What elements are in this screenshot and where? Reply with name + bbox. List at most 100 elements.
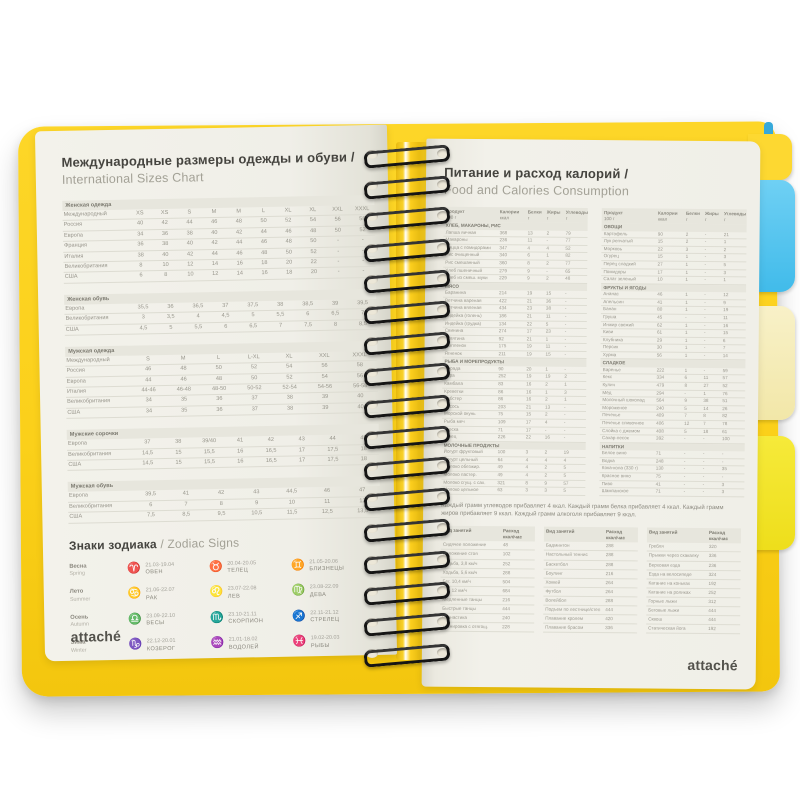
food-cell: 2 [564,374,567,380]
food-cell: 19 [723,307,729,313]
size-value: 38 [175,438,182,446]
zodiac-meta: 20.04-20.05 ТЕЛЕЦ [227,560,256,574]
size-value: 52 [286,374,293,381]
food-cell: 5 [563,465,567,471]
activity-name: Катание на роликах [648,589,691,595]
food-cell: Рис смешанный [445,259,480,265]
food-cell: 76 [722,390,728,396]
activity-value: 444 [708,608,716,614]
brand-logo-right: attaché [687,656,738,674]
food-cell: - [703,436,705,442]
row-label: Европа [68,492,89,500]
food-cell: - [564,366,566,372]
size-value: 7,5 [304,321,312,328]
food-cell: - [704,246,707,252]
activity-table: Вид занятий Расход ккал/час Сидячее положен… [440,525,536,633]
punch-hole [437,336,449,346]
size-value: 10,5 [251,510,263,517]
food-cell: Ветчина вяленая [444,305,482,311]
food-cell: 49 [497,464,503,470]
food-cell: 186 [498,313,507,319]
size-value: 37 [144,439,151,446]
food-cell: 1 [564,381,567,387]
size-value: 8 [219,500,223,507]
size-value: 38 [162,241,169,248]
punch-hole [366,368,378,378]
zodiac-name: КОЗЕРОГ [146,645,176,652]
food-cell: Перец сладкий [603,261,636,267]
food-cell: - [721,458,724,464]
activity-value: 192 [708,626,716,632]
size-value: 5,5 [194,323,203,330]
food-cell: 229 [499,275,507,281]
food-header-cell: Жиры г [547,210,566,221]
size-value: L [216,354,221,361]
punch-hole [366,524,378,534]
size-value: 46 [260,239,268,246]
season-ru: Лето [69,588,84,595]
zodiac-sign: ♓ 19.02-20.03 РЫБЫ [293,634,375,649]
food-cell: 82 [565,253,571,259]
size-value: 42 [267,437,275,444]
food-cell: 1 [685,276,689,282]
food-cell: - [544,427,547,433]
punch-hole [437,554,449,564]
zodiac-sign: ♌ 23.07-22.08 ЛЕВ [210,585,292,600]
food-cell: 240 [656,405,664,411]
zodiac-dates: 19.02-20.03 [310,634,340,642]
food-cell: - [703,337,706,343]
food-cell: 11 [723,315,728,321]
activity-name: Положение стоя [442,551,478,557]
food-cell: 71 [655,450,662,456]
zodiac-glyph-icon: ♓ [292,635,307,648]
size-value: 7,5 [147,512,155,519]
zodiac-meta: 23.08-22.09 ДЕВА [310,584,339,598]
food-calories-table: Продукт 100 г Калории ккал Белки г Жиры г Углево… [441,206,747,498]
size-value: 46 [323,488,331,495]
row-label: Италия [66,388,87,395]
food-cell: 16 [723,322,729,328]
zodiac-dates: 23.10-21.11 [228,610,257,618]
food-cell: 80 [657,306,663,312]
header-line: г [546,215,549,221]
size-value: 42 [161,220,168,227]
food-cell: 57 [722,375,728,381]
size-value: 14 [211,260,219,268]
food-cell: 13 [527,230,533,236]
food-cell: 27 [657,261,663,267]
food-cell: Печенье [602,412,621,418]
zodiac-sign: ♊ 21.05-20.06 БЛИЗНЕЦЫ [291,558,373,573]
size-value: 12 [212,271,219,278]
food-cell: 21 [526,313,533,319]
food-cell: 4 [525,457,529,463]
food-cell: 7 [684,413,687,419]
food-cell: 479 [656,382,665,388]
row-label: Международный [66,356,110,364]
food-cell: Хурма [602,351,617,358]
row-label: США [67,409,81,416]
size-value: 35,5 [137,304,149,311]
activity-value: 312 [708,598,717,605]
food-cell: 23 [526,305,533,311]
food-cell: 1 [723,239,727,245]
size-value: 36 [137,241,144,248]
food-cell: 11 [527,237,533,243]
food-cell: 22 [526,320,532,326]
activity-name: Горные лыжи [648,598,677,604]
food-cell: 41 [655,481,661,487]
size-value: 46 [180,376,187,383]
size-value: 42 [211,240,218,247]
food-cell: Макароны [445,236,468,243]
food-cell: - [702,466,705,472]
left-page: Международные размеры одежды и обуви / I… [34,124,398,662]
food-cell: - [704,277,706,283]
food-cell: 2 [723,246,727,252]
food-cell: 16 [526,396,532,402]
food-cell: Лобстер [444,395,462,402]
size-value: 39 [321,394,329,401]
food-cell: - [721,474,724,480]
food-cell: - [564,404,566,410]
activity-header-rate: Расход ккал/час [709,530,739,541]
food-cell: - [702,458,705,464]
size-value: S [146,356,150,363]
